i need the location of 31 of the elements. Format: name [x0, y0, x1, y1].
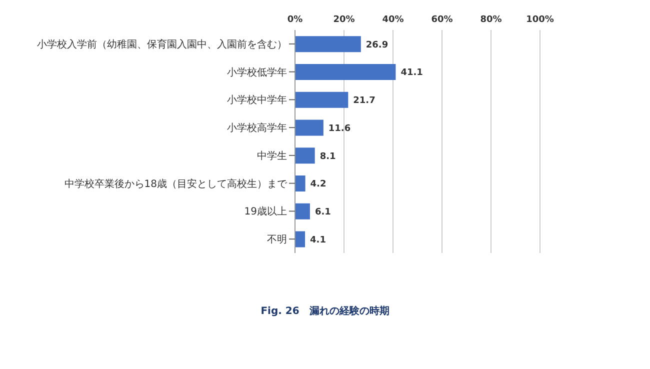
bar	[295, 148, 315, 164]
x-tick-label: 40%	[382, 15, 404, 25]
text: Fig. 26 漏れの経験の時期	[260, 304, 390, 318]
y-tick-label: 不明	[267, 234, 287, 246]
data-label: 41.1	[400, 68, 423, 78]
data-label: 4.1	[310, 235, 326, 246]
data-label: 4.2	[310, 180, 326, 190]
x-tick-label: 100%	[526, 15, 554, 25]
data-label: 21.7	[353, 96, 376, 106]
x-tick-label: 20%	[333, 15, 355, 25]
y-tick-label: 小学校高学年	[227, 122, 287, 134]
bar	[295, 36, 361, 52]
data-label: 6.1	[314, 208, 331, 218]
data-label: 11.6	[328, 124, 351, 134]
x-tick-label: 0%	[287, 15, 303, 25]
data-label: 8.1	[320, 152, 336, 162]
y-tick-label: 19歳以上	[244, 206, 287, 218]
x-tick-label: 80%	[480, 15, 502, 25]
bar	[295, 203, 310, 220]
x-tick-label: 60%	[431, 15, 453, 25]
y-tick-label: 小学校入学前（幼稚園、保育園入園中、入園前を含む）	[37, 38, 287, 50]
data-label: 26.9	[366, 40, 388, 50]
y-tick-label: 中学生	[257, 150, 287, 162]
bar	[295, 64, 396, 80]
bar	[295, 92, 348, 108]
y-tick-label: 小学校中学年	[227, 94, 287, 106]
bar	[295, 120, 324, 136]
bar	[295, 176, 306, 192]
bar	[295, 231, 306, 248]
y-tick-label: 小学校低学年	[227, 66, 287, 78]
y-tick-label: 中学校卒業後から18歳（目安として高校生）まで	[64, 178, 288, 190]
